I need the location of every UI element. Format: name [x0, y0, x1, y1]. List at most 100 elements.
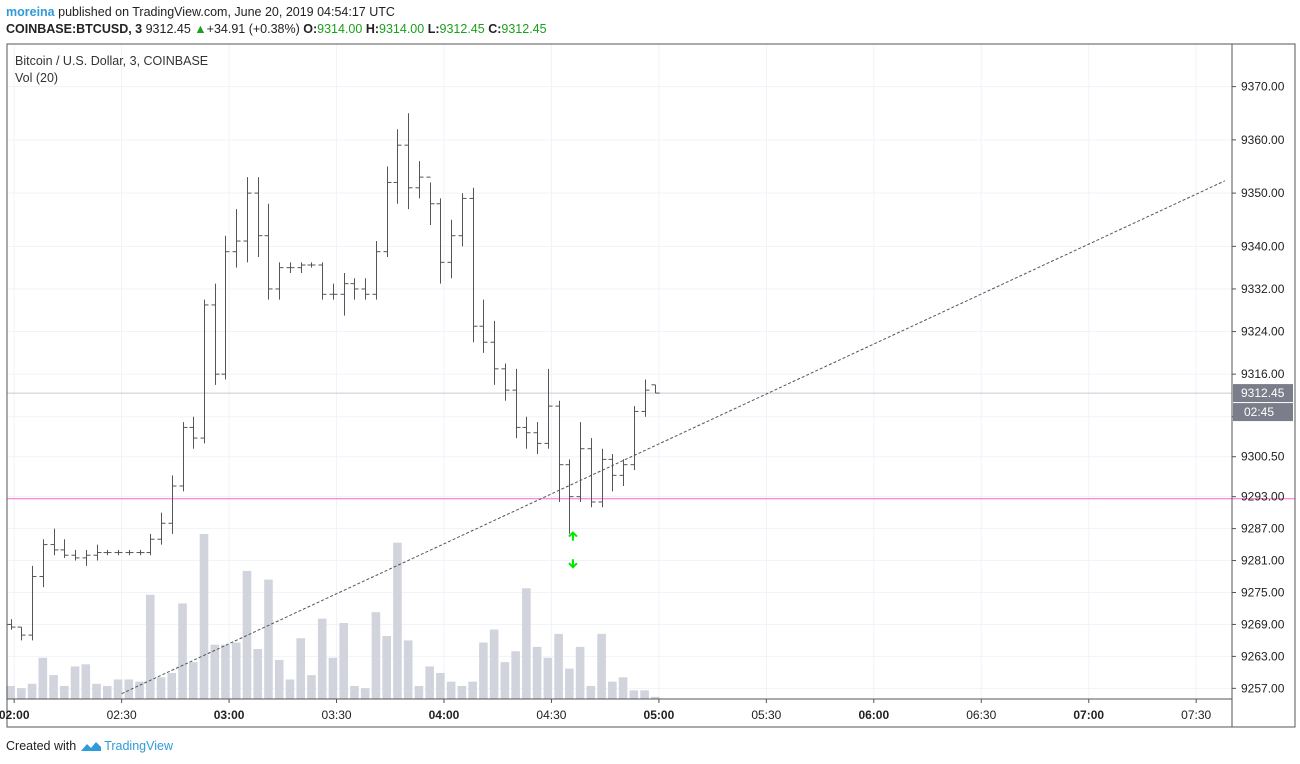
volume-bar — [81, 664, 91, 699]
volume-bar — [382, 636, 391, 699]
volume-bar — [145, 594, 155, 699]
ohlc-bar — [114, 549, 123, 556]
volume-bar — [113, 679, 123, 699]
time-tick-label: 06:00 — [858, 708, 889, 722]
volume-bar — [264, 579, 273, 699]
ohlc-bar — [28, 565, 37, 641]
price-tick-label: 9324.00 — [1241, 325, 1285, 339]
ohlc-bar — [383, 166, 392, 258]
volume-bar — [608, 681, 617, 699]
volume-bar — [554, 633, 563, 699]
ohlc-bar — [350, 278, 359, 300]
ohlc-bar — [447, 219, 456, 279]
ohlc-bar — [39, 539, 48, 588]
price-tick-label: 9293.00 — [1241, 490, 1285, 504]
volume-bar — [360, 688, 370, 699]
time-tick-label: 03:00 — [214, 708, 245, 722]
arrow-down-icon — [568, 559, 578, 569]
created-with-text: Created with — [6, 739, 77, 753]
ohlc-bar — [501, 363, 510, 401]
open-value: 9314.00 — [317, 22, 363, 36]
volume-bar — [618, 677, 628, 699]
volume-bar — [167, 672, 177, 699]
volume-bar — [210, 644, 220, 699]
volume-series — [6, 534, 660, 699]
ohlc-bar — [297, 262, 306, 273]
price-tick-label: 9287.00 — [1241, 522, 1285, 536]
price-tick-label: 9269.00 — [1241, 617, 1285, 631]
price-badges: 9312.45 02:45 — [1233, 384, 1293, 422]
volume-bar — [49, 675, 58, 699]
volume-bar — [489, 629, 499, 699]
volume-bar — [60, 685, 69, 699]
author-name[interactable]: moreina — [6, 5, 55, 19]
volume-bar — [468, 681, 477, 699]
symbol-info: COINBASE:BTCUSD, 3 9312.45 ▲+34.91 (+0.3… — [6, 22, 547, 36]
ohlc-bar — [60, 539, 69, 558]
time-tick-label: 05:00 — [644, 708, 675, 722]
volume-bar — [135, 681, 144, 699]
volume-bar — [393, 542, 402, 699]
ohlc-bar — [372, 241, 381, 300]
volume-bar — [522, 588, 531, 699]
time-tick-label: 05:30 — [751, 708, 781, 722]
ohlc-bar — [630, 406, 639, 471]
chart-frame — [6, 43, 1296, 728]
volume-bar — [285, 679, 295, 699]
volume-bar — [446, 681, 456, 699]
ohlc-bar — [479, 299, 488, 353]
volume-bar — [500, 662, 510, 699]
high-label: H: — [365, 22, 380, 36]
volume-bar — [307, 675, 316, 699]
volume-bar — [188, 662, 198, 699]
low-label: L: — [427, 22, 440, 36]
time-axis[interactable]: 02:00 02:30 03:00 03:30 04:00 04:30 05:00 05:30… — [0, 699, 1212, 722]
price-tick-label: 9281.00 — [1241, 554, 1285, 568]
volume-bar — [70, 666, 80, 699]
ohlc-bar — [393, 129, 402, 204]
price-tick-label: 9275.00 — [1241, 585, 1285, 599]
volume-bar — [328, 657, 338, 699]
time-tick-label: 02:30 — [107, 708, 137, 722]
ohlc-bar — [264, 203, 273, 300]
arrow-up-shape — [568, 531, 578, 541]
ohlc-bar — [136, 549, 145, 556]
ohlc-bar — [103, 549, 112, 556]
ohlc-bar — [576, 422, 585, 502]
ohlc-bar — [512, 368, 521, 439]
volume-bar — [597, 633, 606, 699]
countdown-badge-label: 02:45 — [1244, 405, 1274, 419]
volume-bar — [221, 644, 230, 699]
legend-indicator: Vol (20) — [15, 71, 58, 85]
ohlc-series — [7, 113, 660, 641]
volume-bar — [640, 690, 649, 699]
volume-bar — [479, 642, 488, 699]
volume-bar — [38, 657, 48, 699]
volume-bar — [124, 679, 134, 699]
ohlc-bar — [17, 626, 26, 641]
volume-bar — [17, 688, 26, 699]
volume-bar — [317, 618, 327, 699]
ohlc-bar — [598, 448, 607, 508]
time-tick-label: 04:30 — [536, 708, 566, 722]
brand-link[interactable]: TradingView — [104, 739, 173, 753]
volume-bar — [629, 690, 639, 699]
price-tick-label: 9263.00 — [1241, 649, 1285, 663]
time-tick-label: 07:00 — [1073, 708, 1104, 722]
tradingview-logo-icon — [81, 742, 102, 751]
ohlc-bar — [232, 209, 241, 268]
publish-info: moreina published on TradingView.com, Ju… — [6, 5, 395, 19]
price-axis[interactable]: 9370.00 9360.00 9350.00 9340.00 9332.00 9324.… — [1232, 80, 1285, 696]
price-tick-label: 9257.00 — [1241, 681, 1285, 695]
volume-bar — [274, 659, 284, 699]
ohlc-bar — [404, 113, 413, 210]
volume-bar — [27, 683, 37, 699]
ohlc-bar — [426, 176, 435, 226]
ohlc-bar — [82, 549, 91, 566]
volume-bar — [242, 570, 252, 699]
symbol-label: COINBASE:BTCUSD, 3 — [6, 22, 143, 36]
up-arrow-icon: ▲ — [194, 22, 207, 36]
ohlc-bar — [50, 528, 59, 556]
trend-line[interactable] — [121, 180, 1226, 695]
